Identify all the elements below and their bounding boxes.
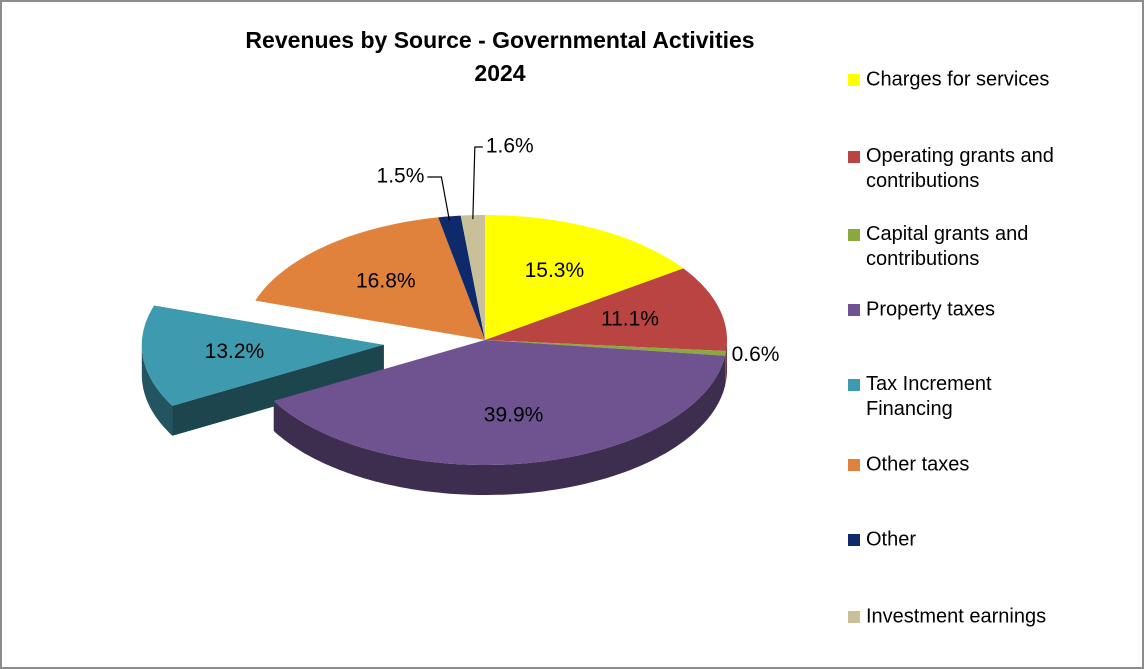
slice (485, 340, 727, 356)
slice (438, 215, 485, 340)
legend-swatch (848, 379, 860, 391)
legend-swatch (848, 151, 860, 163)
data-label: 1.5% (377, 165, 425, 188)
data-label: 13.2% (205, 340, 265, 363)
legend-label: Investment earnings (866, 605, 1046, 627)
chart-title: Revenues by Source - Governmental Activi… (245, 27, 754, 53)
legend-label: Operating grants and contributions (866, 145, 1054, 192)
slice (273, 340, 726, 465)
legend-label: Property taxes (866, 298, 995, 320)
legend-label: Charges for services (866, 68, 1049, 90)
slice (255, 217, 485, 340)
slice-edge-face (172, 344, 384, 436)
data-label: 16.8% (356, 269, 416, 292)
leader-line (427, 176, 450, 221)
data-label: 1.6% (486, 135, 534, 158)
slice (460, 215, 485, 340)
data-label: 15.3% (525, 259, 585, 282)
data-label: 39.9% (484, 404, 544, 427)
legend-label: Other (866, 528, 916, 550)
slice-side (726, 340, 727, 381)
chart-subtitle: 2024 (474, 60, 525, 86)
legend-swatch (848, 611, 860, 623)
legend-swatch (848, 74, 860, 86)
legend-label: Tax Increment Financing (866, 373, 992, 420)
slice-side (273, 355, 726, 495)
legend-swatch (848, 459, 860, 471)
legend-label: Capital grants and contributions (866, 223, 1028, 270)
data-label: 0.6% (732, 343, 780, 366)
legend-swatch (848, 304, 860, 316)
legend-swatch (848, 534, 860, 546)
slice-side (725, 351, 727, 386)
data-label: 11.1% (601, 308, 659, 331)
slice-side (141, 344, 173, 436)
legend-swatch (848, 229, 860, 241)
slice (485, 215, 684, 340)
slice (141, 305, 384, 406)
leader-line (472, 146, 483, 220)
legend-label: Other taxes (866, 453, 969, 475)
slice (485, 268, 727, 351)
